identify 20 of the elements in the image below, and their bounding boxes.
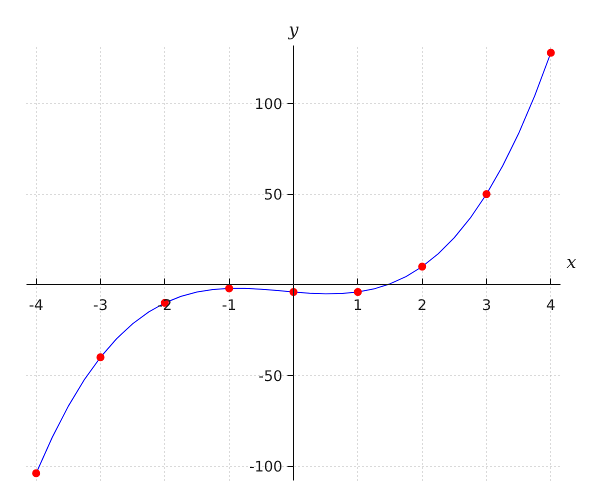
point — [96, 353, 104, 362]
x-tick-label: 4 — [546, 296, 556, 314]
y-tick-label: 100 — [254, 96, 283, 113]
x-tick-label: -1 — [222, 296, 236, 314]
x-axis-title: x — [566, 253, 576, 273]
point — [32, 469, 40, 478]
point — [482, 190, 491, 198]
x-tick-label: 2 — [418, 296, 427, 314]
x-tick-label: 3 — [482, 296, 492, 314]
y-tick-label: -100 — [249, 458, 283, 476]
point — [225, 284, 234, 292]
x-tick-label: 1 — [353, 296, 363, 314]
y-tick-label: -50 — [258, 368, 283, 385]
x-tick-label: -4 — [28, 296, 44, 314]
y-tick-label: 50 — [264, 186, 283, 204]
y-axis-title: y — [288, 20, 299, 40]
point — [354, 288, 362, 296]
point — [546, 48, 555, 57]
x-tick-label: -3 — [93, 296, 108, 314]
point — [418, 262, 426, 271]
